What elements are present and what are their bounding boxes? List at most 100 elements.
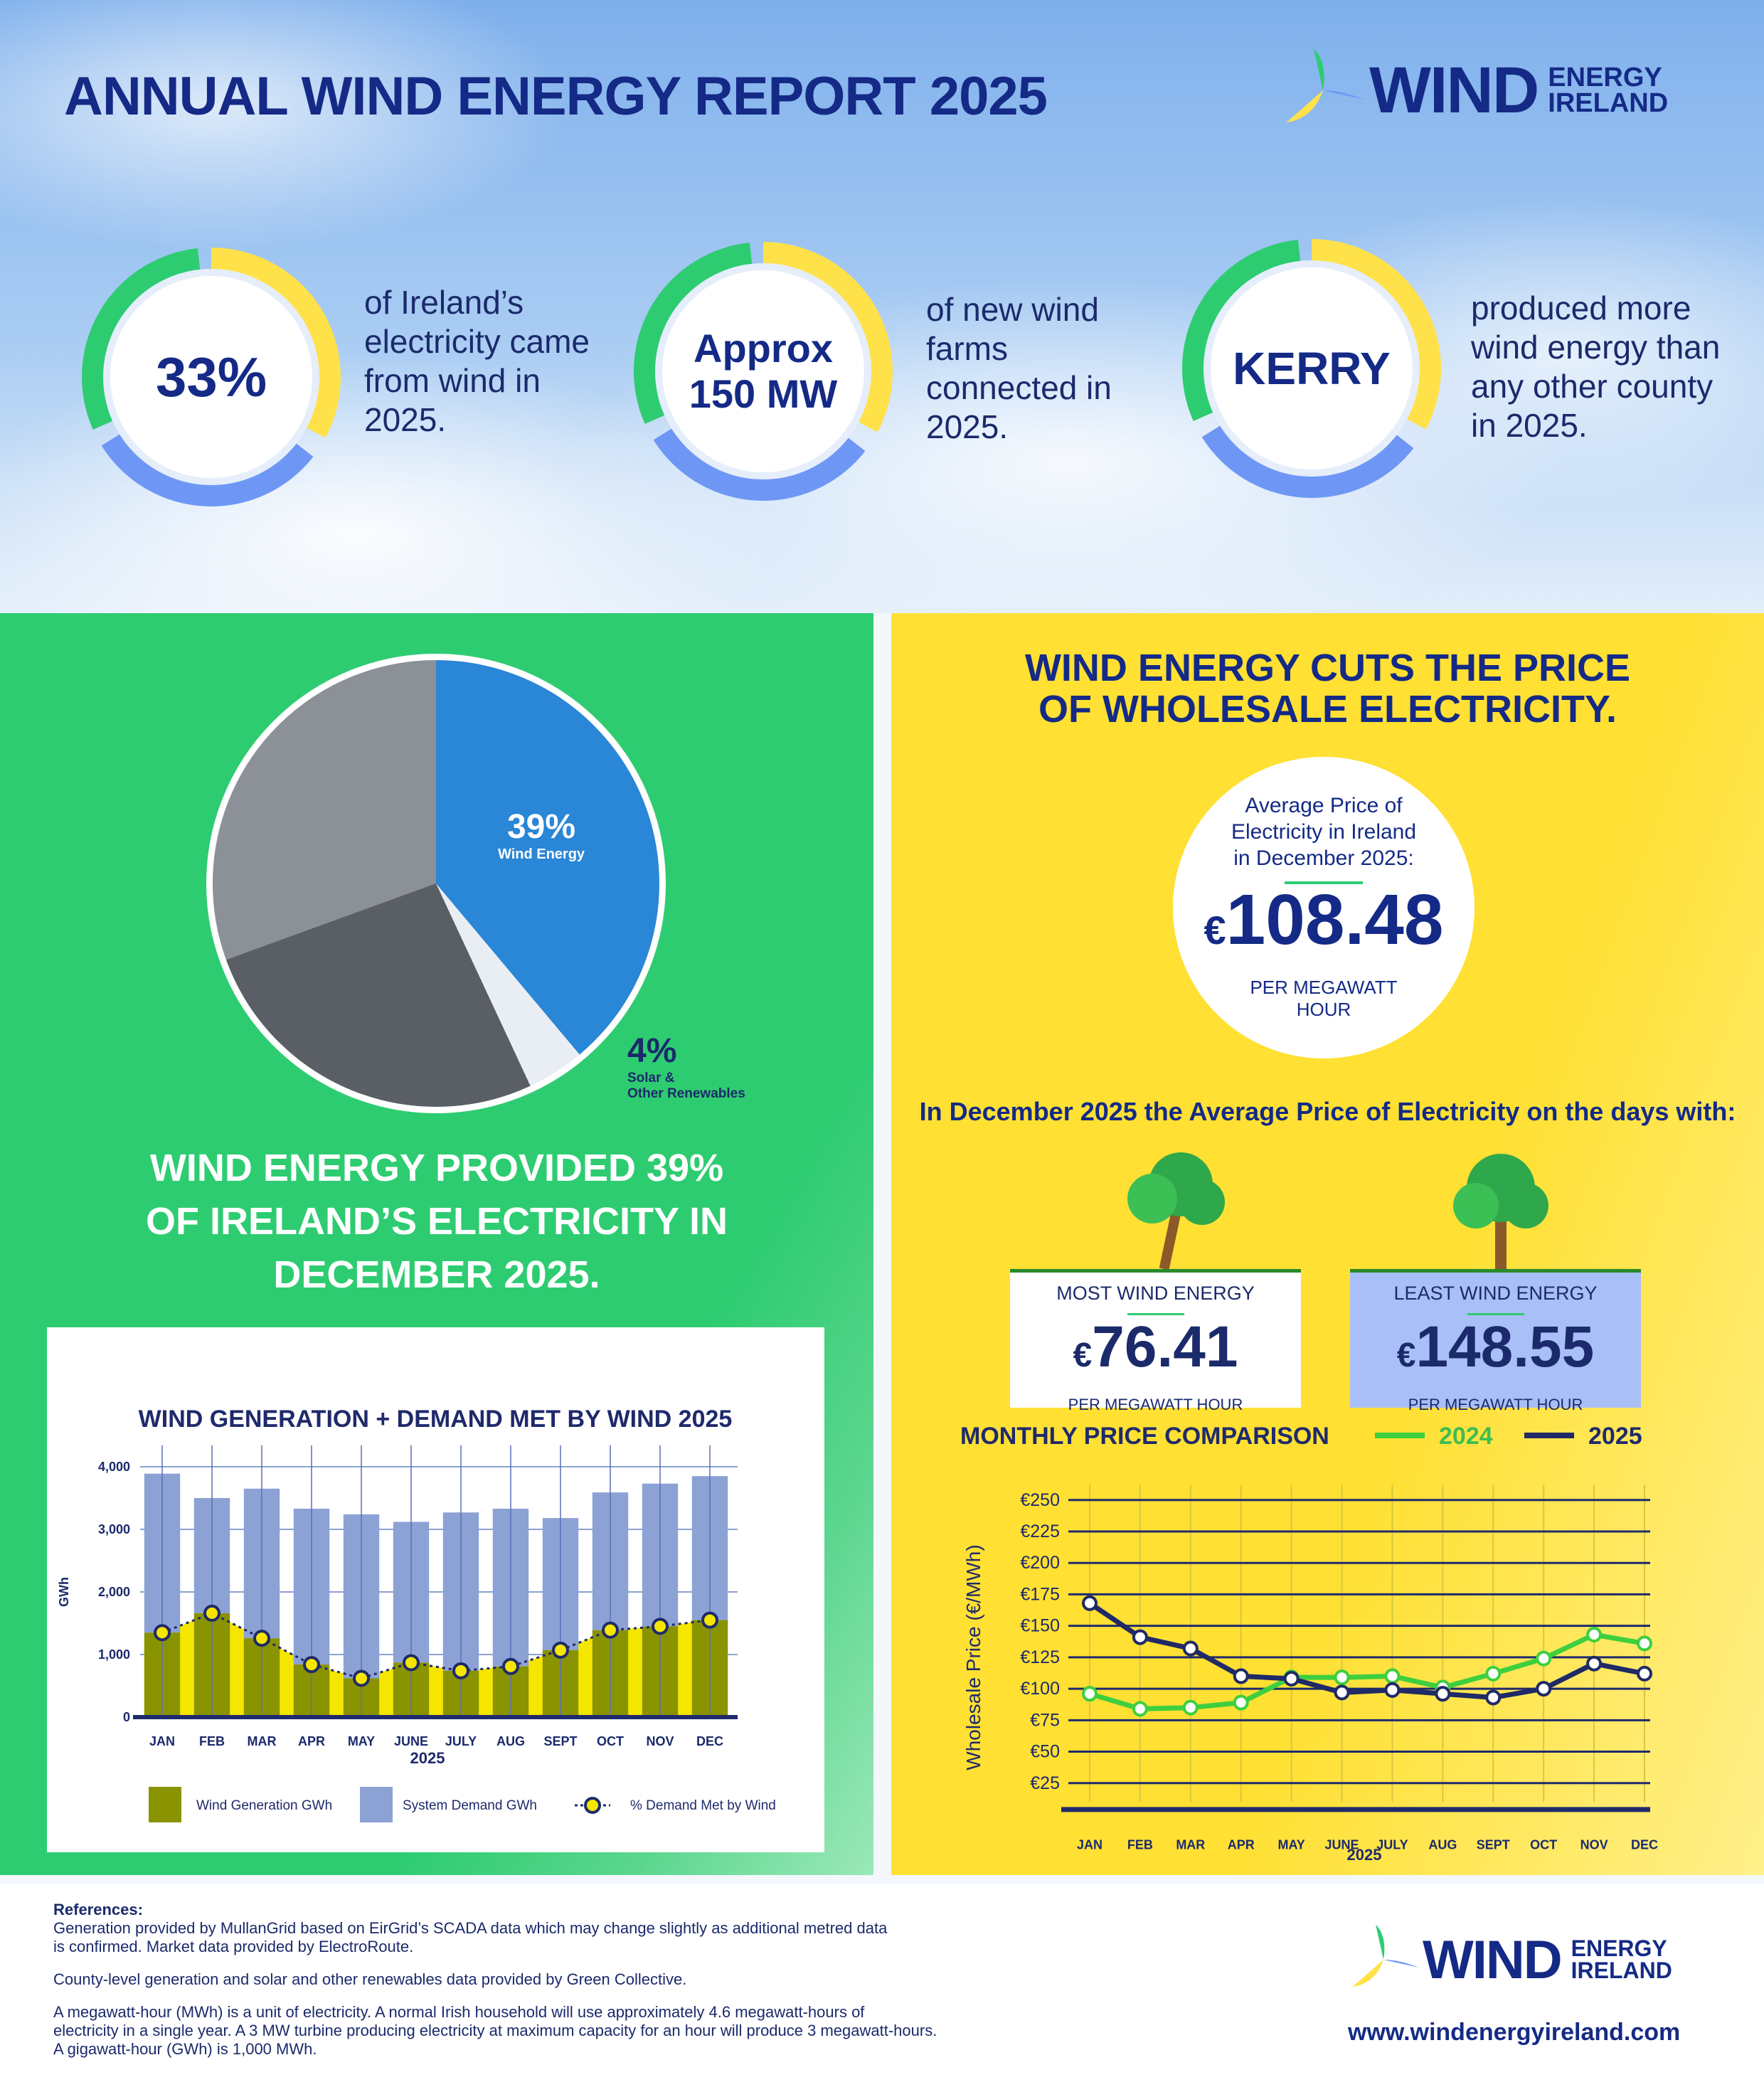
- y-tick-label: €225: [1020, 1522, 1060, 1541]
- price-point-2024: [1586, 1627, 1603, 1643]
- x-tick-label: DEC: [1631, 1838, 1658, 1852]
- x-tick-label: JAN: [1077, 1838, 1102, 1852]
- stat-text-new-capacity: of new wind farms connected in 2025.: [926, 291, 1112, 445]
- stat-ring-wind-share: 33%: [82, 248, 341, 506]
- x-tick-label: NOV: [1580, 1838, 1608, 1852]
- page-title: ANNUAL WIND ENERGY REPORT 2025: [64, 66, 1048, 127]
- x-axis-label: 2025: [1347, 1846, 1382, 1864]
- legend-marker-demand-met: [584, 1797, 601, 1814]
- y-tick-label: 0: [123, 1710, 130, 1724]
- turbine-logo-icon: [1352, 1924, 1419, 1987]
- demand-met-marker: [253, 1630, 270, 1647]
- price-point-2024: [1132, 1701, 1148, 1717]
- wind-generation-chart-card: WIND GENERATION + DEMAND MET BY WIND 202…: [47, 1327, 824, 1852]
- demand-met-marker: [452, 1662, 469, 1679]
- price-point-2025: [1132, 1629, 1148, 1645]
- y-tick-label: 2,000: [98, 1585, 130, 1599]
- price-line-2025: [1088, 1600, 1645, 1701]
- least-wind-price-card: LEAST WIND ENERGY €148.55 PER MEGAWATT H…: [1350, 1269, 1641, 1413]
- demand-met-marker: [602, 1621, 619, 1639]
- x-axis-label: 2025: [410, 1749, 445, 1767]
- legend-label: Wind Generation GWh: [196, 1798, 332, 1813]
- green-headline: WIND ENERGY PROVIDED 39% OF IRELAND’S ELE…: [145, 1147, 728, 1296]
- demand-met-area: [144, 1613, 728, 1717]
- electricity-share-pie: [206, 654, 666, 1113]
- wind-energy-ireland-logo: WIND ENERGY IRELAND: [1277, 44, 1668, 137]
- most-wind-price-card: MOST WIND ENERGY €76.41 PER MEGAWATT HOU…: [1010, 1269, 1301, 1413]
- x-tick-label: JAN: [149, 1734, 175, 1748]
- price-point-2024: [1082, 1686, 1098, 1702]
- price-point-2025: [1384, 1682, 1401, 1698]
- demand-met-line: [161, 1612, 711, 1680]
- legend-swatch-demand: [360, 1787, 393, 1822]
- legend-label: 2024: [1439, 1423, 1493, 1450]
- x-tick-label: OCT: [597, 1734, 624, 1748]
- x-tick-label: NOV: [646, 1734, 674, 1748]
- y-tick-label: €50: [1030, 1742, 1060, 1762]
- price-point-2024: [1485, 1665, 1502, 1682]
- x-tick-label: JUNE: [394, 1734, 428, 1748]
- price-point-2025: [1536, 1681, 1552, 1697]
- y-tick-label: €150: [1020, 1616, 1060, 1636]
- x-tick-label: JULY: [1376, 1838, 1408, 1852]
- price-headline: WIND ENERGY CUTS THE PRICE OF WHOLESALE E…: [1024, 647, 1631, 731]
- x-tick-label: JUNE: [1325, 1838, 1359, 1852]
- price-point-2025: [1435, 1686, 1451, 1702]
- references: References: Generation provided by Mulla…: [53, 1901, 937, 2058]
- x-tick-label: MAY: [348, 1734, 375, 1748]
- price-point-2025: [1586, 1655, 1603, 1672]
- stat-text-wind-share: of Ireland’s electricity came from wind …: [364, 284, 590, 438]
- website-link[interactable]: www.windenergyireland.com: [1348, 2019, 1681, 2046]
- stat-ring-top-county: KERRY: [1182, 239, 1441, 498]
- price-point-2024: [1334, 1669, 1350, 1686]
- average-price-value: 108.48: [1226, 880, 1444, 960]
- x-tick-label: FEB: [1127, 1838, 1153, 1852]
- y-axis-label: Wholesale Price (€/MWh): [962, 1544, 984, 1770]
- price-point-2024: [1536, 1650, 1552, 1667]
- demand-met-marker: [353, 1669, 370, 1687]
- x-tick-label: APR: [1228, 1838, 1255, 1852]
- x-tick-label: MAR: [248, 1734, 277, 1748]
- pie-wind-label: 39% Wind Energy: [498, 808, 585, 862]
- footer-logo: WIND ENERGY IRELAND: [1344, 1921, 1672, 1999]
- y-tick-label: 3,000: [98, 1522, 130, 1536]
- x-tick-label: OCT: [1530, 1838, 1557, 1852]
- x-tick-label: DEC: [696, 1734, 723, 1748]
- x-tick-label: JULY: [445, 1734, 477, 1748]
- x-tick-label: FEB: [199, 1734, 225, 1748]
- y-tick-label: 4,000: [98, 1460, 130, 1474]
- y-tick-label: €25: [1030, 1773, 1060, 1793]
- legend-swatch-wind: [149, 1787, 181, 1822]
- chart-title: WIND GENERATION + DEMAND MET BY WIND 202…: [139, 1406, 733, 1433]
- monthly-price-chart: MONTHLY PRICE COMPARISON 2024 2025 JAN FEB MA…: [960, 1423, 1658, 1864]
- footer: [0, 1884, 1764, 2092]
- y-tick-label: €75: [1030, 1710, 1060, 1730]
- demand-met-marker: [652, 1618, 669, 1635]
- legend-label: System Demand GWh: [403, 1798, 537, 1813]
- legend-label: 2025: [1588, 1423, 1642, 1450]
- price-point-2025: [1283, 1670, 1300, 1687]
- demand-met-marker: [203, 1604, 220, 1622]
- y-tick-label: €125: [1020, 1647, 1060, 1667]
- price-line-2024: [1088, 1632, 1645, 1711]
- x-tick-label: SEPT: [543, 1734, 577, 1748]
- price-point-2024: [1233, 1694, 1249, 1711]
- stat-text-top-county: produced more wind energy than any other…: [1471, 290, 1721, 444]
- price-point-2025: [1082, 1595, 1098, 1611]
- stat-ring-new-capacity: Approx 150 MW: [634, 242, 893, 501]
- y-tick-label: €175: [1020, 1584, 1060, 1604]
- price-point-2024: [1384, 1668, 1401, 1684]
- price-point-2025: [1334, 1684, 1350, 1701]
- windy-tree-icon: [1127, 1152, 1225, 1270]
- x-tick-label: SEPT: [1477, 1838, 1510, 1852]
- y-tick-label: €100: [1020, 1679, 1060, 1699]
- price-point-2025: [1637, 1665, 1652, 1682]
- demand-met-marker: [303, 1656, 320, 1674]
- y-tick-label: €200: [1020, 1553, 1060, 1573]
- price-point-2024: [1637, 1635, 1652, 1652]
- days-heading: In December 2025 the Average Price of El…: [919, 1097, 1736, 1126]
- price-point-2024: [1182, 1699, 1199, 1716]
- price-point-2025: [1182, 1640, 1199, 1657]
- price-point-2025: [1233, 1668, 1249, 1684]
- price-point-2025: [1485, 1689, 1502, 1706]
